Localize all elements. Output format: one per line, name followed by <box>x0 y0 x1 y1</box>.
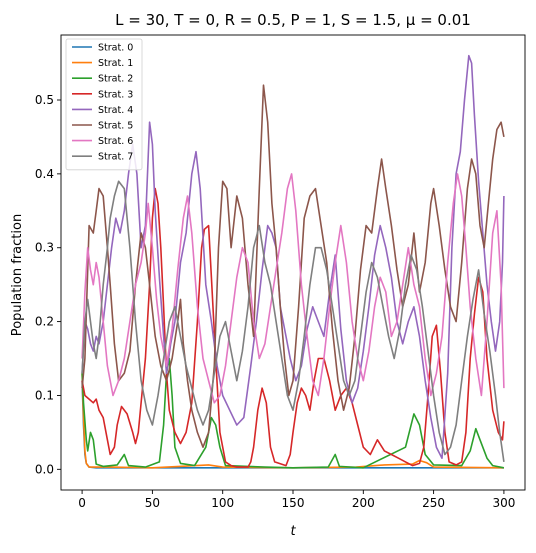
series-line-7 <box>81 180 505 463</box>
y-tick-label: 0.2 <box>35 315 54 329</box>
legend: Strat. 0 Strat. 1 Strat. 2 Strat. 3 Strat. 4… <box>65 38 143 171</box>
x-tick-label: 300 <box>492 496 515 510</box>
series-line-2 <box>81 357 505 469</box>
legend-box <box>65 38 143 171</box>
legend-label: Strat. 0 <box>98 43 133 54</box>
y-tick-label: 0.5 <box>35 93 54 107</box>
series-line-5 <box>81 84 505 448</box>
legend-label: Strat. 1 <box>98 58 133 69</box>
x-tick-label: 250 <box>422 496 445 510</box>
legend-label: Strat. 4 <box>98 105 133 116</box>
y-tick-label: 0.0 <box>35 462 54 476</box>
y-tick-label: 0.4 <box>35 167 54 181</box>
legend-label: Strat. 3 <box>98 89 133 100</box>
x-axis-ticks: 0 50 100 150 200 250 300 <box>78 490 515 510</box>
chart-title: L = 30, T = 0, R = 0.5, P = 1, S = 1.5, … <box>115 11 471 29</box>
legend-label: Strat. 6 <box>98 136 133 147</box>
series-line-1 <box>81 373 504 469</box>
legend-label: Strat. 7 <box>98 152 133 163</box>
x-tick-label: 100 <box>211 496 234 510</box>
y-tick-label: 0.1 <box>35 388 54 402</box>
x-tick-label: 200 <box>352 496 375 510</box>
series-line-3 <box>81 187 505 468</box>
x-tick-label: 150 <box>282 496 305 510</box>
x-tick-label: 0 <box>78 496 86 510</box>
series-line-6 <box>81 173 505 404</box>
y-axis-label: Population fraction <box>10 214 25 336</box>
x-tick-label: 50 <box>145 496 160 510</box>
x-axis-label: t <box>290 524 296 539</box>
y-axis-ticks: 0.0 0.1 0.2 0.3 0.4 0.5 <box>35 93 61 476</box>
series-line-4 <box>81 54 505 459</box>
y-tick-label: 0.3 <box>35 241 54 255</box>
legend-label: Strat. 5 <box>98 121 133 132</box>
legend-label: Strat. 2 <box>98 74 133 85</box>
series-lines <box>81 54 505 469</box>
